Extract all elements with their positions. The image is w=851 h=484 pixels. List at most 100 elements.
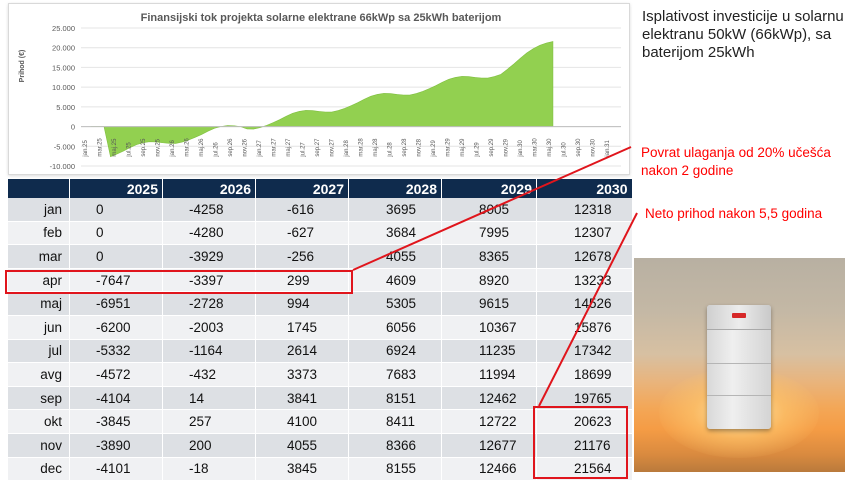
header-year: 2029 xyxy=(441,179,537,198)
value-cell: 12678 xyxy=(536,244,632,269)
y-axis-label: Prihod (€) xyxy=(19,50,26,83)
month-cell: nov xyxy=(7,433,70,458)
value-cell: 6924 xyxy=(348,339,442,364)
value-cell: 12722 xyxy=(441,409,537,434)
value-cell: 7995 xyxy=(441,221,537,246)
month-cell: jun xyxy=(7,315,70,340)
value-cell: 5305 xyxy=(348,291,442,316)
value-cell: 994 xyxy=(255,291,349,316)
x-tick-label: sep.25 xyxy=(141,138,147,157)
value-cell: 299 xyxy=(255,268,349,293)
value-cell: 4100 xyxy=(255,409,349,434)
x-tick-label: mar.26 xyxy=(185,138,191,157)
cash-flow-chart: Finansijski tok projekta solarne elektra… xyxy=(19,12,621,171)
value-cell: 17342 xyxy=(536,339,632,364)
y-tick-label: 10.000 xyxy=(52,83,75,92)
x-tick-label: jan.26 xyxy=(170,140,176,158)
value-cell: 8920 xyxy=(441,268,537,293)
x-tick-label: jan.30 xyxy=(518,140,524,158)
value-cell: 1745 xyxy=(255,315,349,340)
x-tick-label: jan.28 xyxy=(344,140,350,158)
value-cell: -6951 xyxy=(69,291,163,316)
value-cell: -3845 xyxy=(69,409,163,434)
x-tick-label: sep.27 xyxy=(315,138,321,157)
table-row: maj -6951 -2728 994 5305 9615 14526 xyxy=(7,291,632,316)
battery-seam xyxy=(707,395,771,396)
value-cell: 11235 xyxy=(441,339,537,364)
y-tick-label: -10.000 xyxy=(50,162,75,171)
value-cell: -1164 xyxy=(162,339,256,364)
month-cell: avg xyxy=(7,362,70,387)
side-title: Isplativost investicije u solarnu elektr… xyxy=(642,8,844,61)
table-row: jul -5332 -1164 2614 6924 11235 17342 xyxy=(7,339,632,364)
value-cell: 15876 xyxy=(536,315,632,340)
battery-photo xyxy=(634,258,845,472)
value-cell: 8005 xyxy=(441,198,537,222)
value-cell: -4258 xyxy=(162,198,256,222)
y-ticks: 25.000 20.000 15.000 10.000 5.000 0 -5.000 -10.… xyxy=(50,24,75,171)
x-tick-label: nov.25 xyxy=(156,138,162,156)
value-cell: 10367 xyxy=(441,315,537,340)
header-year: 2030 xyxy=(536,179,632,198)
value-cell: -616 xyxy=(255,198,349,222)
value-cell: 0 xyxy=(69,198,163,222)
month-cell: okt xyxy=(7,409,70,434)
value-cell: 3695 xyxy=(348,198,442,222)
y-tick-label: 0 xyxy=(71,123,75,132)
x-tick-label: mar.29 xyxy=(446,138,452,157)
x-tick-label: maj.29 xyxy=(460,138,466,157)
value-cell: 14 xyxy=(162,386,256,411)
value-cell: -432 xyxy=(162,362,256,387)
battery-seam xyxy=(707,363,771,364)
value-cell: 2614 xyxy=(255,339,349,364)
month-cell: jan xyxy=(7,198,70,222)
x-tick-label: jan.29 xyxy=(431,140,437,158)
value-cell: 8365 xyxy=(441,244,537,269)
payback-highlight xyxy=(5,270,353,294)
header-corner xyxy=(7,179,70,198)
net-income-note: Neto prihod nakon 5,5 godina xyxy=(645,206,823,221)
value-cell: -18 xyxy=(162,457,256,482)
value-cell: 0 xyxy=(69,244,163,269)
y-tick-label: 15.000 xyxy=(52,63,75,72)
x-tick-label: jul.25 xyxy=(127,142,133,158)
header-year: 2027 xyxy=(255,179,349,198)
table-row: okt -3845 257 4100 8411 12722 20623 xyxy=(7,409,632,434)
value-cell: 3841 xyxy=(255,386,349,411)
y-tick-label: 25.000 xyxy=(52,24,75,33)
chart-title: Finansijski tok projekta solarne elektra… xyxy=(141,12,502,24)
month-cell: apr xyxy=(7,268,70,293)
value-cell: 4609 xyxy=(348,268,442,293)
x-tick-label: sep.28 xyxy=(402,138,408,157)
area-series xyxy=(81,41,621,158)
table-row: avg -4572 -432 3373 7683 11994 18699 xyxy=(7,362,632,387)
value-cell: 8366 xyxy=(348,433,442,458)
value-cell: 9615 xyxy=(441,291,537,316)
value-cell: 3845 xyxy=(255,457,349,482)
value-cell: -5332 xyxy=(69,339,163,364)
x-tick-label: jan.31 xyxy=(605,140,611,158)
x-tick-label: mar.27 xyxy=(272,138,278,157)
value-cell: -4572 xyxy=(69,362,163,387)
table-row: dec -4101 -18 3845 8155 12466 21564 xyxy=(7,457,632,482)
x-tick-label: nov.29 xyxy=(504,138,510,156)
x-tick-label: maj.27 xyxy=(286,138,292,157)
value-cell: -3929 xyxy=(162,244,256,269)
value-cell: 12677 xyxy=(441,433,537,458)
value-cell: 257 xyxy=(162,409,256,434)
x-tick-label: maj.25 xyxy=(112,138,118,157)
x-tick-label: maj.26 xyxy=(199,138,205,157)
value-cell: -4101 xyxy=(69,457,163,482)
month-cell: sep xyxy=(7,386,70,411)
value-cell: 8411 xyxy=(348,409,442,434)
value-cell: 18699 xyxy=(536,362,632,387)
table-row: jan 0 -4258 -616 3695 8005 12318 xyxy=(7,198,632,222)
value-cell: 12466 xyxy=(441,457,537,482)
x-tick-label: maj.28 xyxy=(373,138,379,157)
value-cell: 12462 xyxy=(441,386,537,411)
table-row: mar 0 -3929 -256 4055 8365 12678 xyxy=(7,244,632,269)
battery-unit xyxy=(707,305,771,429)
y-tick-label: 20.000 xyxy=(52,44,75,53)
x-tick-label: mar.28 xyxy=(359,138,365,157)
value-cell: 4055 xyxy=(255,433,349,458)
